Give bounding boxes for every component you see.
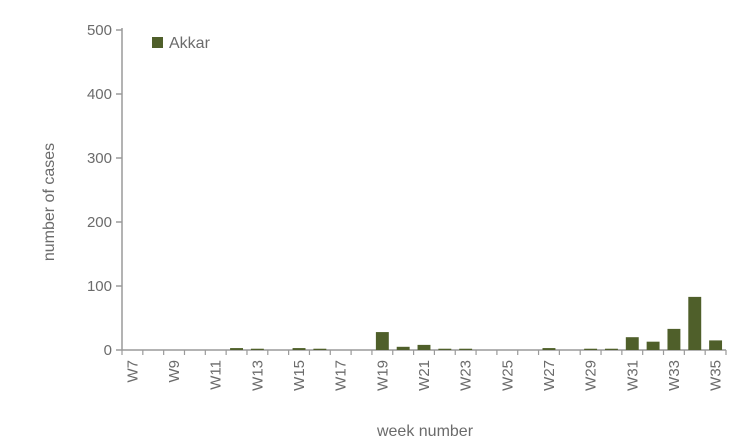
bars xyxy=(230,296,723,350)
bar-w35 xyxy=(709,340,723,350)
y-tick-label: 0 xyxy=(104,342,112,359)
legend-swatch-akkar xyxy=(152,37,163,48)
bar-w22 xyxy=(438,348,452,350)
x-tick-label: W23 xyxy=(458,360,475,391)
x-tick-label: W29 xyxy=(583,360,600,391)
bar-w34 xyxy=(688,296,702,350)
x-tick-label: W11 xyxy=(208,360,225,390)
x-tick-label: W33 xyxy=(666,360,683,391)
bar-w30 xyxy=(604,348,618,350)
x-tick-label: W35 xyxy=(708,360,725,391)
x-tick-label: W21 xyxy=(416,360,433,391)
bar-w27 xyxy=(542,348,556,350)
y-tick-label: 100 xyxy=(87,278,112,295)
x-tick-label: W27 xyxy=(541,360,558,391)
x-tick-label: W25 xyxy=(499,360,516,391)
bar-w29 xyxy=(584,348,598,350)
x-tick-label: W13 xyxy=(249,360,266,391)
bar-w21 xyxy=(417,344,431,350)
y-tick-label: 300 xyxy=(87,150,112,167)
y-tick-label: 500 xyxy=(87,22,112,39)
legend: Akkar xyxy=(152,35,211,52)
legend-label-akkar: Akkar xyxy=(169,35,211,52)
bar-w23 xyxy=(459,348,473,350)
x-tick-label: W7 xyxy=(124,360,141,383)
y-axis-title: number of cases xyxy=(41,143,58,261)
y-tick-label: 400 xyxy=(87,86,112,103)
bar-w15 xyxy=(292,348,306,350)
y-axis: 0 100 200 300 400 500 xyxy=(87,22,123,359)
bar-w32 xyxy=(646,341,660,350)
bar-w13 xyxy=(250,348,264,350)
bar-w16 xyxy=(313,348,327,350)
x-tick-label: W19 xyxy=(374,360,391,391)
x-axis-title: week number xyxy=(376,423,474,440)
bar-w19 xyxy=(375,332,389,350)
bar-w12 xyxy=(230,348,244,350)
bar-w20 xyxy=(396,346,410,350)
x-tick-label: W9 xyxy=(166,360,183,383)
bar-w31 xyxy=(625,337,639,350)
y-tick-label: 200 xyxy=(87,214,112,231)
x-axis: W7 W9 W11 W13 W15 W17 W19 W21 W23 W25 W27 W29 W31 W33… xyxy=(121,349,727,391)
bar-w33 xyxy=(667,328,681,350)
x-tick-label: W17 xyxy=(333,360,350,391)
x-tick-label: W31 xyxy=(624,360,641,391)
x-tick-label: W15 xyxy=(291,360,308,391)
